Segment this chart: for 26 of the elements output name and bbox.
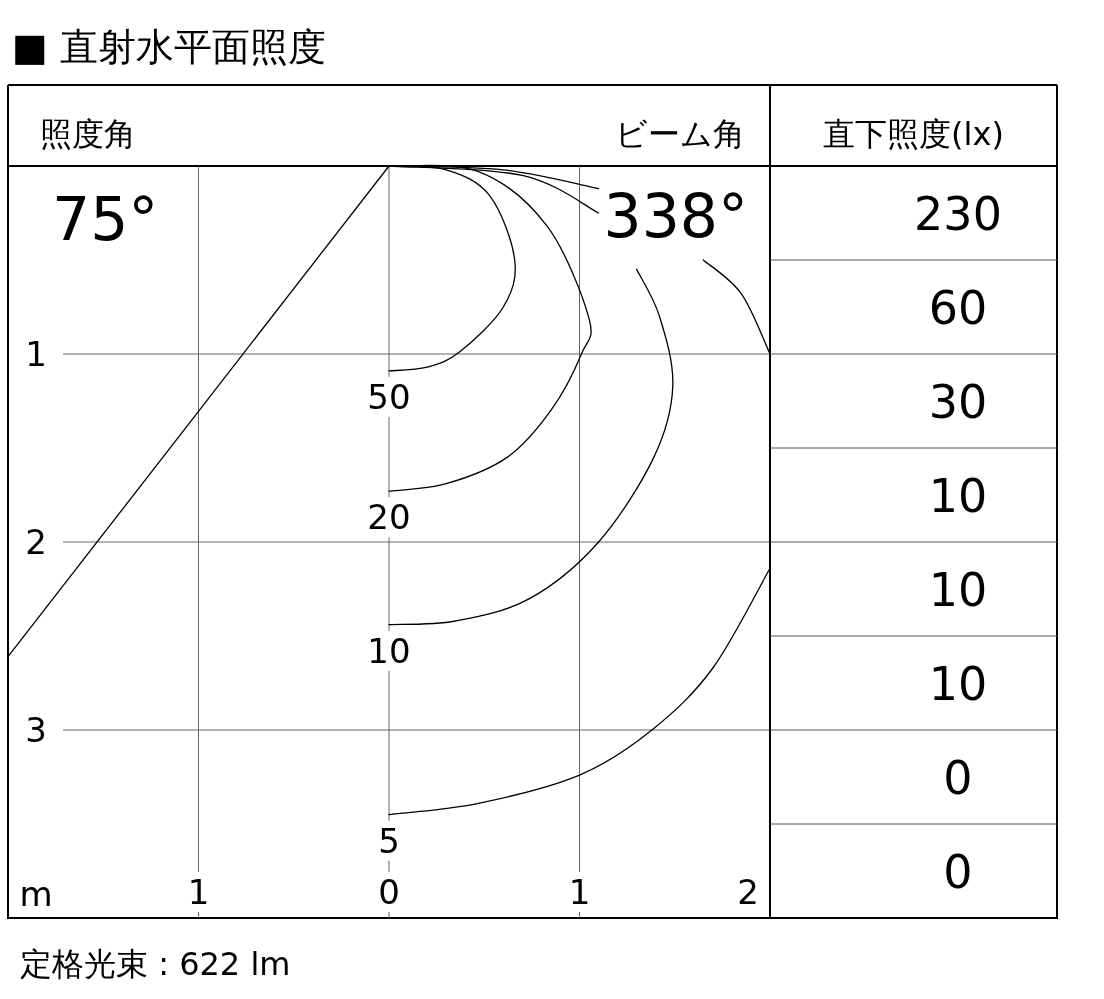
text: ビーム角 — [615, 115, 745, 153]
text: 直下照度(lx) — [823, 115, 1004, 153]
x-axis-title: m — [19, 874, 53, 914]
y-tick-label: 1 — [25, 334, 47, 374]
annotation: 338° — [603, 181, 748, 251]
chart-title: ■ 直射水平面照度 — [12, 25, 326, 69]
series-label: 5 — [378, 820, 400, 861]
text: 定格光束 : 622 lm — [20, 945, 291, 983]
x-tick-label: 2 — [737, 872, 759, 912]
data-label: 30 — [928, 375, 988, 429]
annotation: 75° — [52, 184, 159, 254]
series-label: 20 — [367, 497, 411, 538]
x-tick-label: 0 — [378, 872, 400, 912]
data-label: 10 — [928, 563, 988, 617]
data-label: 230 — [914, 187, 1002, 241]
data-label: 10 — [928, 469, 988, 523]
data-label: 60 — [928, 281, 988, 335]
series-label: 50 — [367, 376, 411, 417]
data-label: 0 — [943, 751, 973, 805]
y-tick-label: 3 — [25, 710, 47, 750]
x-tick-label: 1 — [187, 872, 210, 912]
series-label: 10 — [367, 630, 411, 671]
x-tick-label: 1 — [568, 872, 591, 912]
data-label: 10 — [928, 657, 988, 711]
text: 照度角 — [40, 115, 136, 153]
y-tick-label: 2 — [25, 522, 47, 562]
